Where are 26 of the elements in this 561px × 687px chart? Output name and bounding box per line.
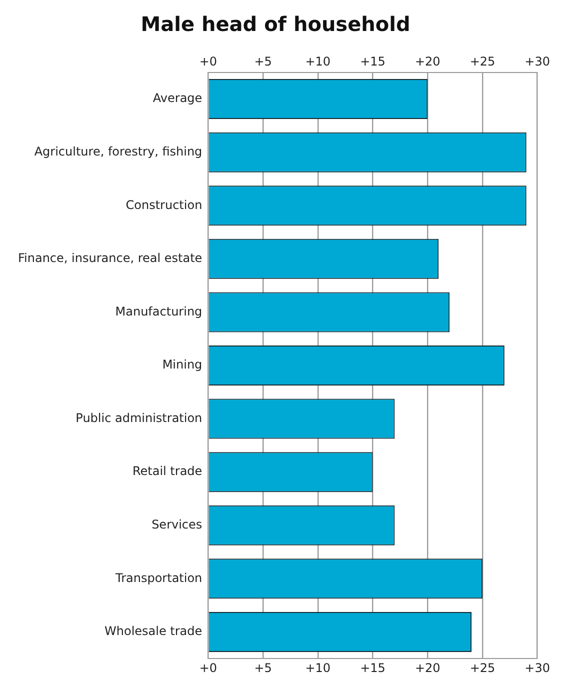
chart-title: Male head of household [140, 12, 410, 36]
x2-tick-label: +10 [305, 54, 331, 68]
y-tick-label: Agriculture, forestry, fishing [34, 144, 202, 158]
x2-tick-label: +5 [254, 54, 272, 68]
x-tick-label: +10 [305, 660, 331, 675]
y-tick-label: Construction [126, 198, 202, 212]
y-tick-label: Transportation [114, 570, 202, 585]
x-tick-label: +25 [470, 660, 496, 675]
x2-tick-label: +30 [524, 54, 550, 68]
y-tick-label: Public administration [76, 410, 202, 425]
x2-tick-label: +15 [360, 54, 386, 68]
x2-tick-label: +20 [414, 54, 440, 68]
y-tick-label: Wholesale trade [104, 624, 202, 638]
y-tick-label: Mining [162, 358, 202, 372]
x-tick-label: +5 [254, 660, 272, 675]
x2-tick-label: +25 [470, 54, 496, 68]
x-tick-label: +0 [199, 660, 218, 675]
y-tick-label: Manufacturing [115, 304, 202, 318]
y-tick-label: Average [152, 91, 202, 106]
x-tick-label: +20 [414, 660, 440, 675]
x-tick-label: +30 [524, 660, 550, 675]
y-tick-label: Retail trade [132, 464, 202, 478]
y-tick-label: Services [152, 518, 202, 532]
x-tick-label: +15 [360, 660, 386, 675]
y-tick-label: Finance, insurance, real estate [18, 251, 202, 266]
x2-tick-label: +0 [199, 54, 218, 68]
